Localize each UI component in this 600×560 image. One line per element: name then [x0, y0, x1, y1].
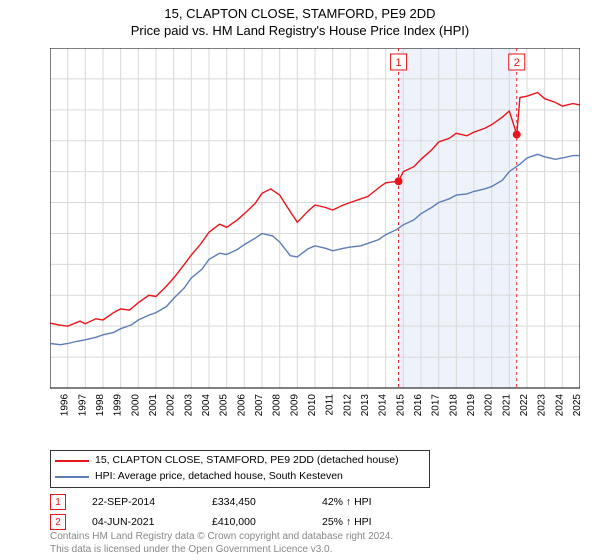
svg-text:2012: 2012: [342, 394, 353, 417]
legend-row-1: 15, CLAPTON CLOSE, STAMFORD, PE9 2DD (de…: [55, 453, 425, 469]
svg-text:2006: 2006: [236, 394, 247, 417]
event-delta-1: 42% ↑ HPI: [322, 496, 372, 508]
svg-text:2019: 2019: [466, 394, 477, 417]
svg-text:2007: 2007: [254, 394, 265, 417]
svg-text:2005: 2005: [219, 394, 230, 417]
event-badge-1: 1: [50, 494, 66, 510]
svg-text:2018: 2018: [448, 394, 459, 417]
svg-text:1998: 1998: [95, 394, 106, 417]
svg-text:2023: 2023: [537, 394, 548, 417]
event-row-1: 1 22-SEP-2014 £334,450 42% ↑ HPI: [50, 494, 372, 510]
svg-text:2024: 2024: [554, 394, 565, 417]
svg-text:2011: 2011: [325, 394, 336, 416]
legend-swatch-2: [55, 476, 89, 478]
svg-text:1996: 1996: [60, 394, 71, 417]
event-delta-2: 25% ↑ HPI: [322, 516, 372, 528]
svg-text:1997: 1997: [77, 394, 88, 417]
svg-text:2003: 2003: [183, 394, 194, 417]
svg-text:2016: 2016: [413, 394, 424, 417]
event-date-2: 04-JUN-2021: [92, 516, 212, 528]
svg-text:2015: 2015: [395, 394, 406, 417]
legend-row-2: HPI: Average price, detached house, Sout…: [55, 469, 425, 485]
footer-line-2: This data is licensed under the Open Gov…: [50, 544, 393, 557]
legend: 15, CLAPTON CLOSE, STAMFORD, PE9 2DD (de…: [50, 450, 430, 488]
footer-attribution: Contains HM Land Registry data © Crown c…: [50, 531, 393, 556]
event-price-2: £410,000: [212, 516, 322, 528]
svg-text:1: 1: [396, 57, 402, 69]
legend-swatch-1: [55, 460, 89, 462]
event-date-1: 22-SEP-2014: [92, 496, 212, 508]
svg-text:2022: 2022: [519, 394, 530, 417]
svg-text:2020: 2020: [484, 394, 495, 417]
svg-text:1995: 1995: [50, 394, 53, 417]
svg-text:2001: 2001: [148, 394, 159, 417]
svg-text:2: 2: [514, 57, 520, 69]
svg-text:2010: 2010: [307, 394, 318, 417]
svg-text:2025: 2025: [572, 394, 580, 417]
svg-text:2013: 2013: [360, 394, 371, 417]
svg-text:2008: 2008: [272, 394, 283, 417]
chart-title-block: 15, CLAPTON CLOSE, STAMFORD, PE9 2DD Pri…: [0, 0, 600, 38]
title-line-2: Price paid vs. HM Land Registry's House …: [0, 23, 600, 38]
svg-text:2000: 2000: [130, 394, 141, 417]
legend-label-2: HPI: Average price, detached house, Sout…: [95, 469, 343, 485]
line-chart: £0£50K£100K£150K£200K£250K£300K£350K£400…: [50, 48, 580, 418]
svg-text:2002: 2002: [166, 394, 177, 417]
legend-label-1: 15, CLAPTON CLOSE, STAMFORD, PE9 2DD (de…: [95, 453, 399, 469]
svg-text:2021: 2021: [501, 394, 512, 417]
title-line-1: 15, CLAPTON CLOSE, STAMFORD, PE9 2DD: [0, 6, 600, 21]
chart-area: £0£50K£100K£150K£200K£250K£300K£350K£400…: [50, 48, 580, 418]
event-price-1: £334,450: [212, 496, 322, 508]
svg-text:2004: 2004: [201, 394, 212, 417]
svg-text:2009: 2009: [289, 394, 300, 417]
event-badge-2: 2: [50, 514, 66, 530]
footer-line-1: Contains HM Land Registry data © Crown c…: [50, 531, 393, 544]
event-list: 1 22-SEP-2014 £334,450 42% ↑ HPI 2 04-JU…: [50, 490, 372, 530]
svg-text:2014: 2014: [378, 394, 389, 417]
svg-text:2017: 2017: [431, 394, 442, 417]
svg-text:1999: 1999: [113, 394, 124, 417]
event-row-2: 2 04-JUN-2021 £410,000 25% ↑ HPI: [50, 514, 372, 530]
